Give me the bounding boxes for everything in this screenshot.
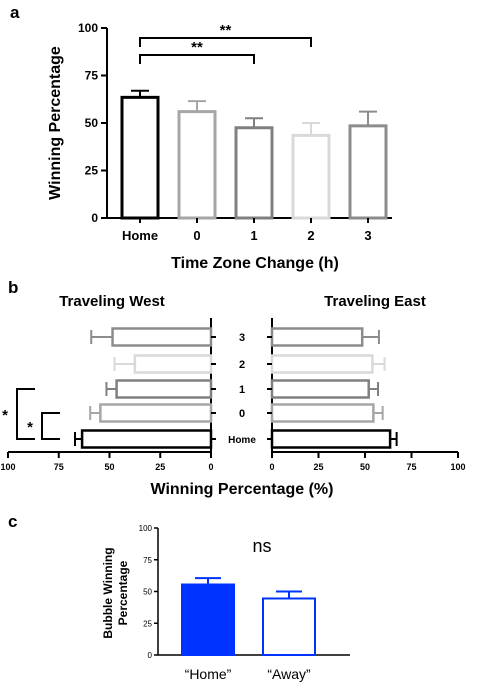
panel-b-east-bar bbox=[270, 379, 370, 399]
panel-b-east-xtick-label: 100 bbox=[450, 462, 465, 472]
panel-c-ytick-label: 50 bbox=[143, 588, 152, 597]
panel-c-annotation: ns bbox=[252, 536, 271, 556]
panel-b-east-bar bbox=[270, 403, 375, 423]
panel-b-chart: 100 75 50 25 0 3 2 1 0 Home 0 25 50 75 100 * * bbox=[0, 318, 466, 472]
panel-b-east-xtick-label: 75 bbox=[406, 462, 416, 472]
panel-a-ytick-label: 50 bbox=[85, 116, 99, 130]
panel-b-significance-label: * bbox=[2, 407, 8, 424]
panel-b-west-xtick-label: 0 bbox=[208, 462, 213, 472]
panel-a-ytick-label: 0 bbox=[91, 211, 98, 225]
panel-b-west-title: Traveling West bbox=[59, 293, 165, 310]
panel-b-significance-label: * bbox=[27, 419, 33, 436]
panel-a-bar bbox=[177, 110, 217, 220]
panel-c-xtick-label: “Away” bbox=[267, 666, 311, 682]
panel-b-west-bar bbox=[133, 354, 213, 374]
panel-b-east-bar bbox=[270, 354, 374, 374]
panel-c-xtick-label: “Home” bbox=[185, 666, 232, 682]
panel-a-xtick-label: 0 bbox=[193, 228, 200, 243]
panel-a-xtick-label: Home bbox=[122, 228, 158, 243]
panel-b-east-bar bbox=[270, 327, 364, 347]
panel-c-ytick-label: 25 bbox=[143, 619, 152, 628]
panel-a-significance-bracket bbox=[139, 37, 312, 47]
panel-b-category-label: 2 bbox=[239, 359, 245, 371]
panel-a-ytick-label: 25 bbox=[85, 164, 99, 178]
panel-b-west-xtick-label: 50 bbox=[104, 462, 114, 472]
panel-a-significance-label: ** bbox=[220, 22, 232, 39]
panel-b-east-xtick-label: 25 bbox=[313, 462, 323, 472]
panel-a-xtick-label: 3 bbox=[364, 228, 371, 243]
panel-c-ylabel-line1: Bubble Winning bbox=[101, 547, 115, 638]
panel-b-category-label: 0 bbox=[239, 408, 245, 420]
panel-b-category-label: Home bbox=[228, 435, 256, 446]
panel-a-ytick-label: 75 bbox=[85, 69, 99, 83]
panel-a-chart: 0 25 50 75 100 Home 0 1 2 3 ** ** bbox=[78, 21, 392, 243]
panel-b-xlabel: Winning Percentage (%) bbox=[151, 481, 334, 498]
panel-c-ytick-label: 0 bbox=[148, 651, 153, 660]
panel-a-letter: a bbox=[10, 3, 20, 22]
panel-b-significance-bracket bbox=[16, 388, 35, 440]
panel-a-ytick-label: 100 bbox=[78, 21, 98, 35]
panel-a-bar bbox=[291, 133, 331, 220]
panel-c-ytick-label: 100 bbox=[139, 524, 153, 533]
panel-b-west-bar bbox=[99, 403, 213, 423]
panel-a-xtick-label: 1 bbox=[250, 228, 257, 243]
panel-a-xlabel: Time Zone Change (h) bbox=[171, 255, 339, 272]
panel-b-east-title: Traveling East bbox=[324, 293, 426, 310]
panel-c-bar bbox=[262, 597, 316, 656]
panel-b-west-bar bbox=[80, 429, 213, 449]
panel-c-letter: c bbox=[8, 512, 17, 531]
panel-c-ytick-label: 75 bbox=[143, 556, 152, 565]
panel-b-west-bar bbox=[115, 379, 213, 399]
panel-b-east-xtick-label: 50 bbox=[360, 462, 370, 472]
panel-b-east-bar bbox=[270, 429, 392, 449]
panel-a-bar bbox=[234, 126, 274, 220]
panel-c-chart: 0 25 50 75 100 “Home” “Away” bbox=[139, 524, 350, 682]
panel-b-significance-bracket bbox=[41, 412, 60, 440]
panel-c-bar bbox=[181, 583, 235, 657]
panel-b-west-bar bbox=[111, 327, 213, 347]
panel-b-category-label: 3 bbox=[239, 332, 245, 344]
panel-b-west-xtick-label: 25 bbox=[155, 462, 165, 472]
panel-a-ylabel: Winning Percentage bbox=[47, 46, 64, 200]
panel-b-category-label: 1 bbox=[239, 384, 245, 396]
panel-a-significance-label: ** bbox=[191, 39, 203, 56]
panel-b-west-xtick-label: 100 bbox=[0, 462, 15, 472]
panel-a-significance-bracket bbox=[139, 54, 255, 64]
panel-c-ylabel-line2: Percentage bbox=[116, 560, 130, 625]
panel-a-xtick-label: 2 bbox=[307, 228, 314, 243]
panel-b-letter: b bbox=[8, 278, 18, 297]
panel-b-west-xtick-label: 75 bbox=[54, 462, 64, 472]
panel-a-bar bbox=[348, 124, 388, 220]
panel-a-bar bbox=[120, 95, 160, 220]
panel-b-east-xtick-label: 0 bbox=[269, 462, 274, 472]
